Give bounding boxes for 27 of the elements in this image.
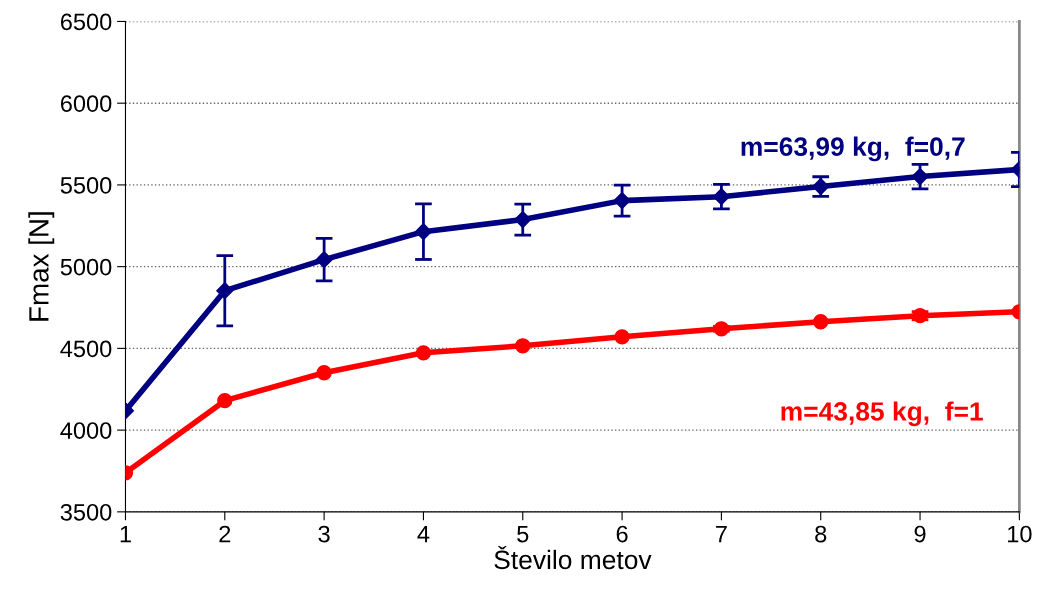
series-label: m=63,99 kg, f=0,7 [741,136,965,162]
point [316,365,332,381]
y-tick-label: 3500 [60,503,112,521]
x-axis-title: Število metov [494,545,652,570]
y-tick-label: 5500 [60,176,112,194]
point [813,314,829,330]
x-tick-label: 8 [815,525,827,543]
y-tick-label: 4500 [60,340,112,358]
x-tick-label: 6 [616,525,628,543]
x-tick-label: 4 [417,525,430,543]
x-tick-label: 10 [1008,525,1032,543]
y-tick-label: 6500 [60,13,112,31]
x-tick-label: 7 [716,525,727,543]
text: m=43,85 kg, f=1 [781,401,983,427]
x-tick-label: 2 [219,525,231,543]
point [515,338,531,354]
x-tick-label: 3 [318,525,330,543]
y-axis-title: Fmax [N] [28,212,55,321]
point [217,393,233,409]
y-tick-label: 5000 [60,258,112,276]
point [415,345,432,361]
x-tick-label: 9 [914,525,926,543]
y-tick-label: 4000 [60,422,112,439]
x-tick-label: 1 [120,525,131,543]
point [614,329,630,345]
x-tick-label: 5 [517,525,529,543]
y-tick-label: 6000 [60,95,112,112]
